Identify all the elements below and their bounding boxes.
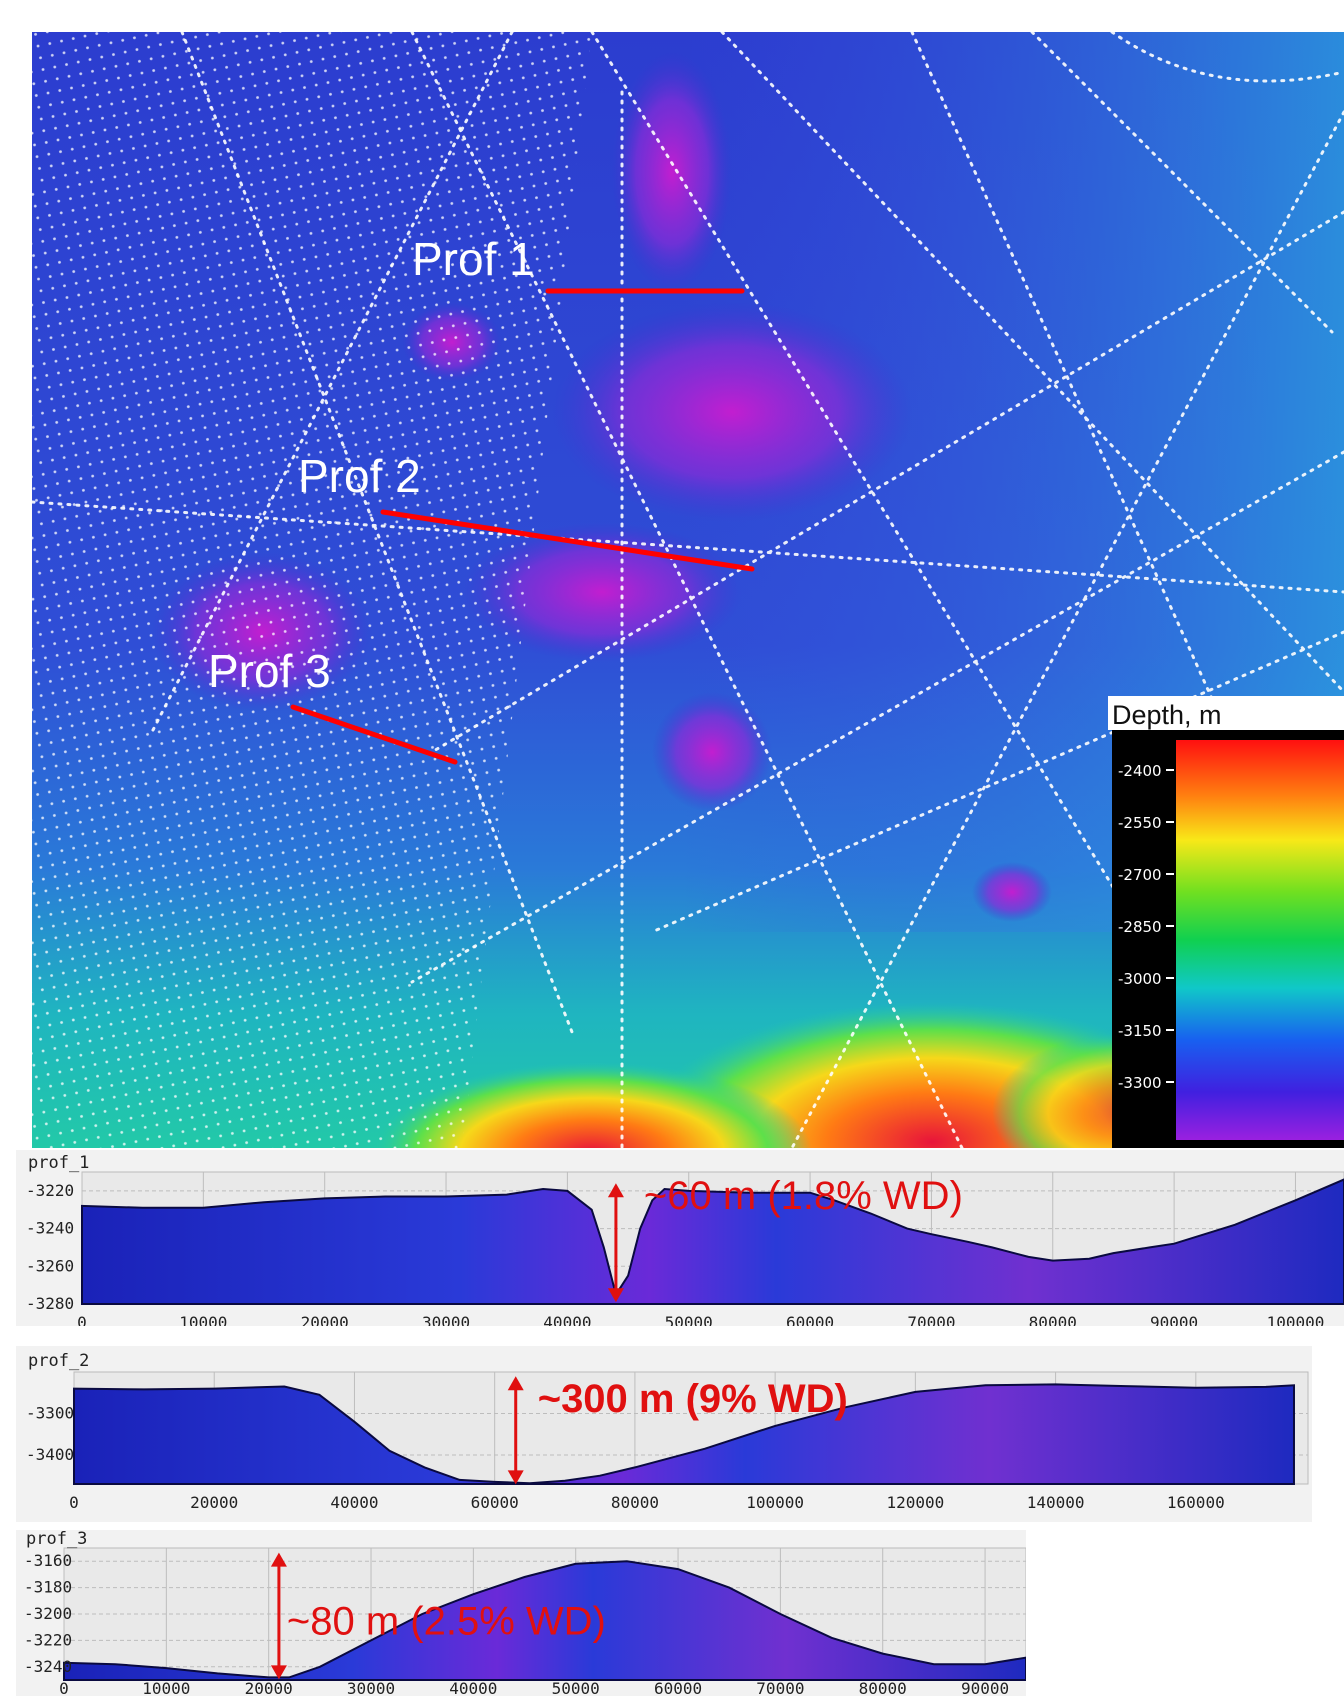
annotation-arrow-head-down [607,1288,624,1303]
profile-label-3: Prof 3 [208,645,331,697]
y-tick-label: -3240 [26,1219,74,1238]
x-tick-label: 20000 [245,1679,293,1696]
x-tick-label: 40000 [330,1493,378,1512]
profile-label-1: Prof 1 [412,233,535,285]
x-tick-label: 100000 [1267,1313,1325,1326]
profile-chart-title: prof_1 [28,1153,89,1173]
x-tick-label: 20000 [301,1313,349,1326]
annotation-arrow-head-up [507,1376,524,1391]
x-tick-label: 70000 [756,1679,804,1696]
x-tick-label: 50000 [552,1679,600,1696]
annotation-arrow-head-down [270,1665,287,1680]
x-tick-label: 60000 [654,1679,702,1696]
y-tick-label: -3240 [24,1657,72,1676]
x-tick-label: 140000 [1027,1493,1085,1512]
x-tick-label: 160000 [1167,1493,1225,1512]
profile-chart-3: prof_3 -3160 -3180 -3200 -3220 -3240 0 10000 200… [16,1530,1026,1696]
annotation-arrow-head-up [607,1183,624,1198]
x-tick-label: 30000 [347,1679,395,1696]
bathymetry-map: Prof 1 Prof 2 Prof 3 Depth, m -2400 -2550… [32,32,1344,1148]
x-tick-label: 100000 [746,1493,804,1512]
x-tick-label: 20000 [190,1493,238,1512]
y-tick-label: -3180 [24,1578,72,1597]
profile-label-2: Prof 2 [298,450,421,502]
x-tick-label: 90000 [1150,1313,1198,1326]
colorbar-title: Depth, m [1112,700,1222,730]
profile-line-3 [290,704,458,765]
y-tick-label: -3220 [24,1630,72,1649]
profile-chart-title: prof_2 [28,1351,89,1371]
x-tick-label: 60000 [471,1493,519,1512]
x-tick-label: 80000 [611,1493,659,1512]
x-tick-label: 0 [69,1493,79,1512]
annotation-arrow-head-down [507,1470,524,1485]
annotation-label: ~60 m (1.8% WD) [644,1174,963,1218]
x-tick-label: 120000 [886,1493,944,1512]
annotation-label: ~300 m (9% WD) [538,1377,848,1421]
y-tick-label: -3280 [26,1294,74,1313]
y-tick-label: -3260 [26,1256,74,1275]
y-tick-label: -3220 [26,1181,74,1200]
profile-area [81,1178,1344,1305]
y-tick-label: -3160 [24,1551,72,1570]
x-tick-label: 80000 [859,1679,907,1696]
colorbar-tick-label: -2550 [1118,814,1162,832]
profile-area [73,1383,1296,1485]
colorbar-tick-label: -3150 [1118,1022,1162,1040]
x-tick-label: 40000 [543,1313,591,1326]
profile-chart-2: prof_2 -3300 -3400 0 20000 40000 60000 80000 100… [16,1346,1312,1522]
x-tick-label: 0 [77,1313,87,1326]
x-tick-label: 40000 [449,1679,497,1696]
x-tick-label: 70000 [907,1313,955,1326]
x-tick-label: 0 [59,1679,69,1696]
annotation-arrow-head-up [270,1552,287,1567]
colorbar-tick-label: -2700 [1118,866,1162,884]
profile-line-2 [380,509,755,572]
x-tick-label: 50000 [665,1313,713,1326]
x-tick-label: 10000 [179,1313,227,1326]
x-tick-label: 60000 [786,1313,834,1326]
colorbar-tick-label: -3300 [1118,1074,1162,1092]
x-tick-label: 80000 [1029,1313,1077,1326]
profile-chart-title: prof_3 [26,1530,87,1549]
x-tick-label: 30000 [422,1313,470,1326]
colorbar-tick-label: -3000 [1118,970,1162,988]
y-tick-label: -3200 [24,1604,72,1623]
colorbar-tick-label: -2850 [1118,918,1162,936]
x-tick-label: 90000 [961,1679,1009,1696]
depth-colorbar: Depth, m -2400 -2550 -2700 -2850 -3000 -3150 -… [1108,696,1344,1148]
colorbar-tick-label: -2400 [1118,762,1162,780]
y-tick-label: -3400 [26,1445,74,1464]
annotation-label: ~80 m (2.5% WD) [287,1600,606,1644]
profile-area [63,1560,1026,1681]
x-tick-label: 10000 [142,1679,190,1696]
y-tick-label: -3300 [26,1403,74,1422]
